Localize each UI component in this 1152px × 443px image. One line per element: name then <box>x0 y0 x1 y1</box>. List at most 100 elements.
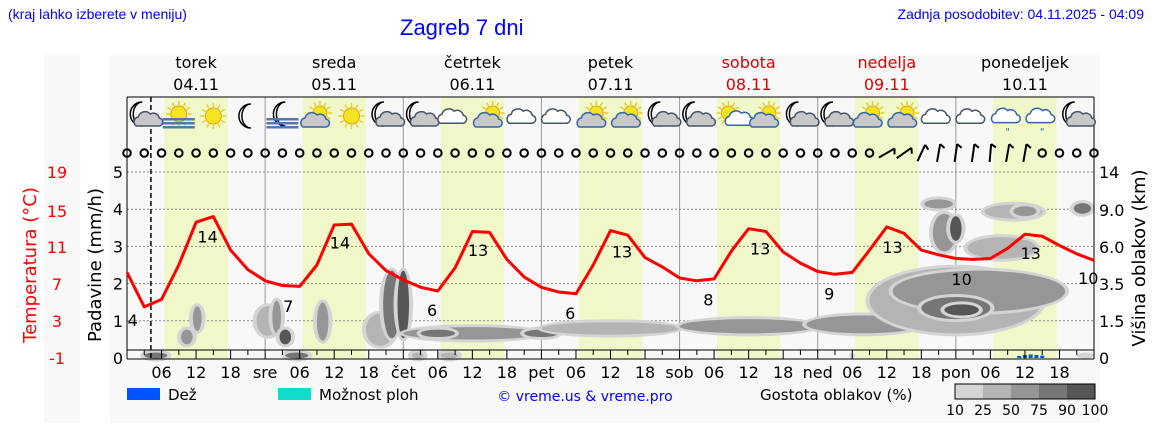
cloud-icon <box>852 111 883 128</box>
x-day-label: pet <box>528 363 554 382</box>
cloud-blob <box>285 352 309 359</box>
sun-ray <box>731 102 736 107</box>
calm-wind-icon <box>277 148 288 158</box>
x-hour-label: 12 <box>600 363 620 382</box>
rain-drops-icon: " <box>1005 127 1010 138</box>
x-hour-label: 18 <box>773 363 793 382</box>
cloud-blob <box>967 237 1037 259</box>
cloud-icon <box>437 108 468 124</box>
fog-sun-icon <box>162 101 195 129</box>
wind-barb-flag <box>893 148 896 155</box>
sun-ray <box>182 102 186 107</box>
sun-ray <box>734 106 740 110</box>
cloud-icon <box>540 108 571 124</box>
x-hour-label: 12 <box>462 363 482 382</box>
cloud-height-tick: 6.0 <box>1099 238 1124 257</box>
calm-wind-icon <box>640 148 650 158</box>
sun-ray <box>206 123 210 128</box>
fog-line-icon <box>162 122 195 125</box>
sun-ray <box>355 123 359 128</box>
cloud-icon <box>506 108 537 124</box>
temperature-label: 13 <box>750 240 770 259</box>
temperature-label: 10 <box>951 270 971 289</box>
cloud-blob <box>950 216 962 241</box>
sun-ray <box>620 106 625 110</box>
x-hour-label: 18 <box>497 363 517 382</box>
density-swatch <box>955 384 983 399</box>
sun-ray <box>499 116 504 120</box>
legend-showers-swatch <box>278 388 311 400</box>
x-hour-label: 12 <box>738 363 758 382</box>
copyright-link[interactable]: © vreme.us & vreme.pro <box>497 389 672 405</box>
sun-ray <box>879 116 884 120</box>
sun-ray <box>220 108 225 113</box>
precipitation-axis-label: Padavine (mm/h) <box>85 188 106 342</box>
sun-ray <box>355 104 359 109</box>
calm-wind-icon <box>433 148 443 158</box>
wind-barb-flag <box>1008 143 1015 149</box>
cloud-icon <box>887 111 918 128</box>
temperature-labels: 4 14 7 14 6 13 6 13 8 13 9 13 10 13 10 <box>128 228 1099 330</box>
precipitation-tick: 4 <box>113 200 123 219</box>
sun-cloud-icon <box>749 101 781 128</box>
wind-symbols <box>122 143 1099 163</box>
wind-barb-icon <box>1022 143 1032 163</box>
cloud-height-axis-label: Višina oblakov (km) <box>1129 169 1150 346</box>
weather-icons: " " <box>129 101 1096 138</box>
rain-drops-icon: " <box>1040 127 1045 138</box>
sun-ray <box>585 106 590 110</box>
calm-wind-icon <box>1054 148 1065 158</box>
sun-ray <box>220 119 225 124</box>
sun-ray <box>167 106 172 111</box>
cloud-icon <box>506 108 537 124</box>
sun-ray <box>344 104 348 109</box>
temperature-label: 8 <box>703 291 713 310</box>
wind-barb-icon <box>896 147 913 159</box>
cloud-blob <box>679 319 818 334</box>
sun-ray <box>861 106 866 110</box>
cloud-height-tick: 9.0 <box>1099 201 1124 220</box>
cloud-blob <box>397 270 410 339</box>
x-day-label: čet <box>391 363 416 382</box>
day-date: 09.11 <box>864 75 910 94</box>
cloud-icon <box>472 111 503 128</box>
cloud-rain-icon: " <box>1025 107 1056 138</box>
calm-wind-icon <box>363 148 374 158</box>
density-swatch <box>1011 384 1039 399</box>
cloud-icon <box>955 108 986 124</box>
sun-ray <box>358 119 364 124</box>
precipitation-tick: 1 <box>113 312 123 331</box>
moon-cloud-icon <box>647 101 682 127</box>
x-day-label: ned <box>803 363 833 382</box>
day-name: nedelja <box>857 53 916 72</box>
density-swatch <box>983 384 1011 399</box>
calm-wind-icon <box>260 148 270 158</box>
wind-barb-staff <box>1005 143 1011 163</box>
calm-wind-icon <box>346 148 357 158</box>
cloud-icon <box>955 108 986 124</box>
x-hour-label: 18 <box>635 363 655 382</box>
wind-barb-flag <box>939 143 946 149</box>
cloud-icon <box>1065 110 1096 127</box>
calm-wind-icon <box>571 148 581 158</box>
sun-ray <box>896 106 901 110</box>
temperature-label: 14 <box>330 234 350 253</box>
sun-ray <box>313 102 317 107</box>
temperature-axis-label: Temperatura (°C) <box>20 187 41 344</box>
wind-barb-staff <box>988 143 993 163</box>
sun-ray <box>323 102 327 107</box>
sun-ray <box>326 106 331 110</box>
daylight-band <box>578 97 643 359</box>
sun-ray <box>186 106 191 111</box>
sun-ray <box>913 116 918 120</box>
cloud-icon <box>576 111 607 128</box>
moon-cloud-icon <box>371 101 406 127</box>
temperature-label: 4 <box>128 311 138 330</box>
temperature-line <box>125 215 1095 309</box>
cloud-blob <box>316 302 329 341</box>
calm-wind-icon <box>605 148 616 158</box>
fog-line-icon <box>266 122 299 125</box>
sun-ray <box>358 108 364 113</box>
cloud-blob <box>411 352 424 359</box>
calm-wind-icon <box>502 148 512 158</box>
